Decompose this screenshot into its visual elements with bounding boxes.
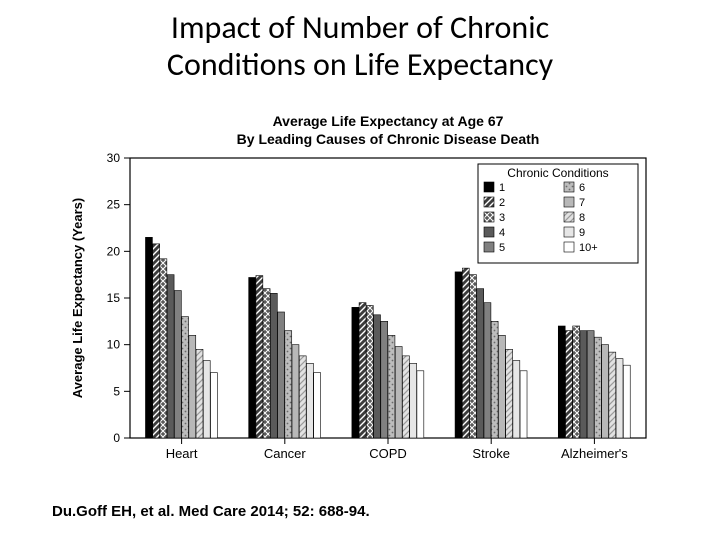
bar bbox=[513, 361, 520, 438]
svg-text:20: 20 bbox=[107, 244, 121, 258]
svg-text:30: 30 bbox=[107, 151, 121, 165]
svg-text:15: 15 bbox=[107, 291, 121, 305]
bar bbox=[278, 312, 285, 438]
bar bbox=[395, 347, 402, 438]
bar bbox=[145, 237, 152, 438]
bar bbox=[498, 335, 505, 438]
bar bbox=[299, 356, 306, 438]
bar bbox=[470, 275, 477, 438]
bar bbox=[587, 331, 594, 438]
chart-container: Average Life Expectancy at Age 67 By Lead… bbox=[60, 110, 660, 480]
bar bbox=[388, 335, 395, 438]
bar bbox=[520, 371, 527, 438]
bar bbox=[203, 361, 210, 438]
bar bbox=[352, 307, 359, 438]
bar bbox=[484, 303, 491, 438]
citation: Du.Goff EH, et al. Med Care 2014; 52: 68… bbox=[52, 503, 370, 520]
svg-text:Stroke: Stroke bbox=[472, 446, 510, 461]
svg-text:10+: 10+ bbox=[579, 242, 598, 254]
bar bbox=[196, 349, 203, 438]
bar bbox=[602, 345, 609, 438]
svg-text:5: 5 bbox=[113, 384, 120, 398]
bar bbox=[580, 331, 587, 438]
slide-title-line2: Conditions on Life Expectancy bbox=[167, 45, 553, 84]
bar bbox=[359, 303, 366, 438]
bar bbox=[462, 268, 469, 438]
bar bbox=[374, 315, 381, 438]
bar bbox=[285, 331, 292, 438]
bar bbox=[594, 337, 601, 438]
bar bbox=[410, 363, 417, 438]
svg-text:Average Life Expectancy at Age: Average Life Expectancy at Age 67 bbox=[273, 113, 504, 129]
svg-text:2: 2 bbox=[499, 197, 505, 209]
bar bbox=[153, 244, 160, 438]
bar bbox=[381, 321, 388, 438]
svg-text:5: 5 bbox=[499, 242, 505, 254]
bar bbox=[566, 331, 573, 438]
svg-text:Heart: Heart bbox=[166, 446, 198, 461]
bar bbox=[263, 289, 270, 438]
svg-text:Chronic Conditions: Chronic Conditions bbox=[507, 166, 608, 180]
bar bbox=[210, 373, 217, 438]
svg-text:7: 7 bbox=[579, 197, 585, 209]
svg-text:By Leading Causes of Chronic D: By Leading Causes of Chronic Disease Dea… bbox=[237, 131, 540, 147]
bar bbox=[314, 373, 321, 438]
bar bbox=[249, 277, 256, 438]
bar bbox=[417, 371, 424, 438]
bar bbox=[609, 352, 616, 438]
svg-text:8: 8 bbox=[579, 212, 585, 224]
bar bbox=[160, 259, 167, 438]
svg-text:Average Life Expectancy (Years: Average Life Expectancy (Years) bbox=[70, 198, 85, 398]
svg-text:6: 6 bbox=[579, 182, 585, 194]
bar bbox=[491, 321, 498, 438]
bar bbox=[167, 275, 174, 438]
bar bbox=[455, 272, 462, 438]
svg-text:9: 9 bbox=[579, 227, 585, 239]
svg-text:4: 4 bbox=[499, 227, 505, 239]
svg-text:10: 10 bbox=[107, 338, 121, 352]
bar bbox=[292, 345, 299, 438]
svg-text:Cancer: Cancer bbox=[264, 446, 307, 461]
svg-text:25: 25 bbox=[107, 198, 121, 212]
svg-text:3: 3 bbox=[499, 212, 505, 224]
bar bbox=[174, 291, 181, 438]
svg-text:COPD: COPD bbox=[369, 446, 407, 461]
slide-title-line1: Impact of Number of Chronic bbox=[171, 8, 549, 47]
bar bbox=[189, 335, 196, 438]
svg-text:Alzheimer's: Alzheimer's bbox=[561, 446, 628, 461]
legend: Chronic Conditions1 2 3 4 5 6 7 8 9 10+ bbox=[478, 164, 638, 263]
bar bbox=[573, 326, 580, 438]
svg-text:0: 0 bbox=[113, 431, 120, 445]
bar bbox=[402, 356, 409, 438]
bar bbox=[306, 363, 313, 438]
bar bbox=[256, 276, 263, 438]
bar bbox=[506, 349, 513, 438]
bar bbox=[623, 365, 630, 438]
bar bbox=[182, 317, 189, 438]
slide-title: Impact of Number of Chronic Conditions o… bbox=[0, 10, 720, 84]
bar bbox=[270, 293, 277, 438]
svg-text:1: 1 bbox=[499, 182, 505, 194]
bar bbox=[477, 289, 484, 438]
chart-svg: Average Life Expectancy at Age 67 By Lead… bbox=[60, 110, 660, 480]
bar bbox=[366, 305, 373, 438]
bar bbox=[558, 326, 565, 438]
bar bbox=[616, 359, 623, 438]
